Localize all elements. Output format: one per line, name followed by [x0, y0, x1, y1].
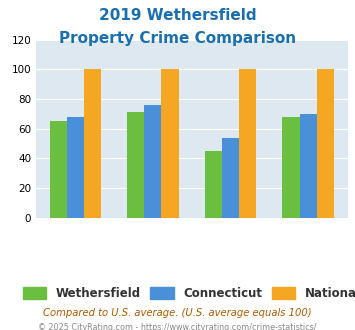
Text: Compared to U.S. average. (U.S. average equals 100): Compared to U.S. average. (U.S. average … [43, 308, 312, 317]
Text: Property Crime Comparison: Property Crime Comparison [59, 31, 296, 46]
Legend: Wethersfield, Connecticut, National: Wethersfield, Connecticut, National [18, 282, 355, 305]
Bar [50, 121, 67, 218]
Bar [283, 117, 300, 218]
Text: © 2025 CityRating.com - https://www.cityrating.com/crime-statistics/: © 2025 CityRating.com - https://www.city… [38, 323, 317, 330]
Bar [84, 69, 101, 218]
Bar [162, 69, 179, 218]
Bar [239, 69, 256, 218]
Text: 2019 Wethersfield: 2019 Wethersfield [99, 8, 256, 23]
Bar [300, 114, 317, 218]
Bar [222, 138, 239, 218]
Bar [67, 117, 84, 218]
Bar [127, 112, 144, 218]
Bar [317, 69, 334, 218]
Bar [205, 151, 222, 218]
Bar [144, 105, 162, 218]
